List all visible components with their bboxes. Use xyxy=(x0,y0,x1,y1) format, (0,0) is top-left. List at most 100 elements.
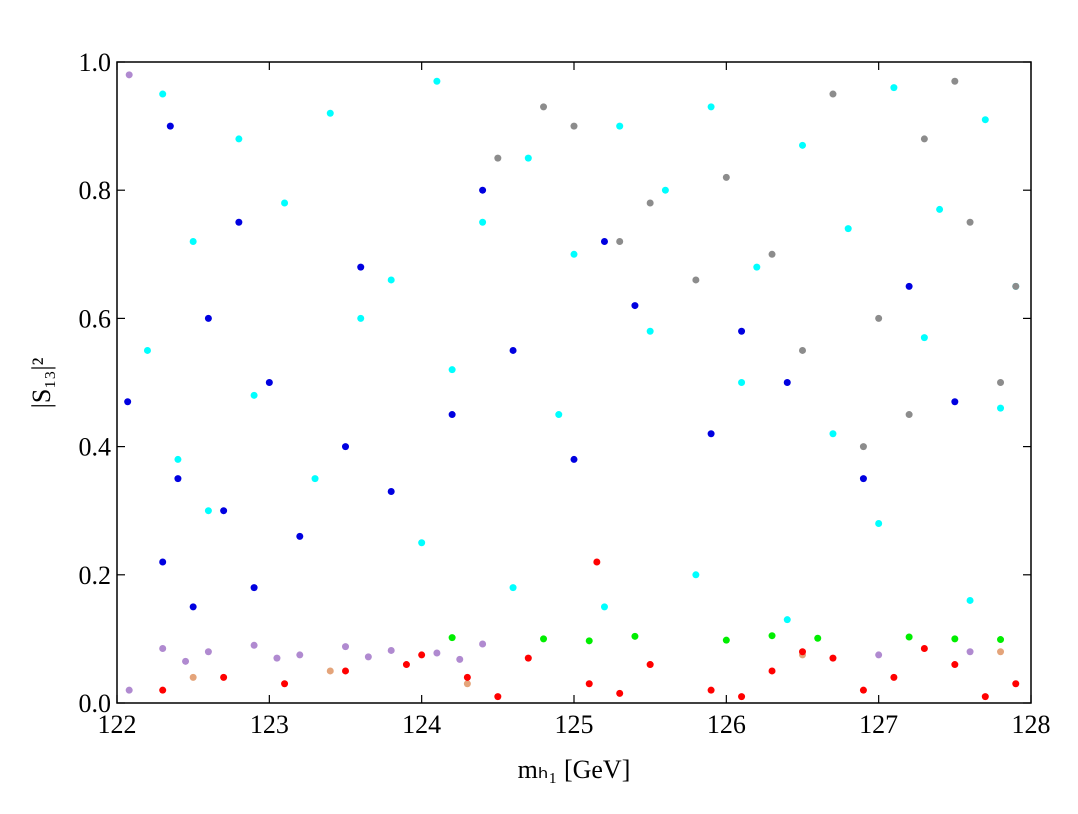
point xyxy=(326,667,334,675)
point xyxy=(692,276,700,284)
point xyxy=(357,263,365,271)
point xyxy=(433,77,441,85)
point xyxy=(448,411,456,419)
point xyxy=(182,657,190,665)
point xyxy=(1012,282,1020,290)
point xyxy=(951,635,959,643)
point xyxy=(387,276,395,284)
point xyxy=(540,103,548,111)
point xyxy=(829,90,837,98)
point xyxy=(326,109,334,117)
point xyxy=(661,186,669,194)
point xyxy=(494,154,502,162)
point xyxy=(585,680,593,688)
point xyxy=(875,314,883,322)
y-tick-label: 0.4 xyxy=(79,433,112,462)
point xyxy=(570,250,578,258)
point xyxy=(387,487,395,495)
point xyxy=(555,411,563,419)
point xyxy=(768,667,776,675)
plot-frame xyxy=(116,61,1032,704)
point xyxy=(509,346,517,354)
point xyxy=(250,584,258,592)
point xyxy=(570,455,578,463)
x-axis-label: mₕ₁ [GeV] xyxy=(518,755,631,784)
point xyxy=(166,122,174,130)
point xyxy=(814,634,822,642)
point xyxy=(722,636,730,644)
point xyxy=(250,391,258,399)
y-tick-label: 0.2 xyxy=(79,561,112,590)
point xyxy=(418,651,426,659)
point xyxy=(951,77,959,85)
point xyxy=(220,507,228,515)
point xyxy=(189,237,197,245)
point xyxy=(738,693,746,701)
point xyxy=(997,636,1005,644)
point xyxy=(204,507,212,515)
point xyxy=(342,667,349,675)
point xyxy=(753,263,761,271)
point xyxy=(616,689,624,697)
point xyxy=(905,411,913,419)
point xyxy=(124,398,132,406)
point xyxy=(707,686,715,694)
point xyxy=(387,646,395,654)
point xyxy=(981,693,989,701)
point xyxy=(600,237,608,245)
point xyxy=(997,404,1005,412)
point xyxy=(646,661,654,669)
point xyxy=(220,673,228,681)
point xyxy=(707,103,715,111)
point xyxy=(311,475,319,483)
point xyxy=(509,584,517,592)
point xyxy=(920,645,928,653)
point xyxy=(281,199,289,207)
y-tick-label: 0.6 xyxy=(79,304,112,333)
point xyxy=(707,430,715,438)
point xyxy=(204,648,212,656)
point xyxy=(1012,680,1020,688)
point xyxy=(159,686,167,694)
point xyxy=(966,596,974,604)
point xyxy=(997,648,1005,656)
point xyxy=(905,633,913,641)
point xyxy=(159,645,167,653)
point xyxy=(159,558,167,566)
point xyxy=(125,686,133,694)
point xyxy=(448,366,456,374)
point xyxy=(799,648,806,656)
x-tick-label: 128 xyxy=(1012,710,1051,739)
point xyxy=(738,379,746,386)
point xyxy=(829,430,837,438)
point xyxy=(616,122,624,130)
point xyxy=(296,651,304,659)
point xyxy=(768,632,776,640)
point xyxy=(296,532,304,540)
point xyxy=(143,346,151,354)
point xyxy=(875,651,883,659)
point xyxy=(631,302,639,310)
y-axis-label: |S₁₃|² xyxy=(27,357,56,408)
point xyxy=(479,218,487,226)
point xyxy=(265,379,273,386)
point xyxy=(364,653,372,661)
point xyxy=(524,654,532,662)
point xyxy=(890,673,898,681)
point xyxy=(799,141,806,149)
point xyxy=(273,654,281,662)
point xyxy=(585,637,593,645)
point xyxy=(479,640,487,648)
point xyxy=(456,655,464,663)
point xyxy=(402,661,410,669)
point xyxy=(631,632,639,640)
x-tick-label: 125 xyxy=(555,710,594,739)
x-tick-label: 124 xyxy=(402,710,441,739)
point xyxy=(204,314,212,322)
point xyxy=(540,635,548,643)
y-tick-label: 0.0 xyxy=(79,689,112,718)
point xyxy=(829,654,837,662)
point xyxy=(859,686,867,694)
